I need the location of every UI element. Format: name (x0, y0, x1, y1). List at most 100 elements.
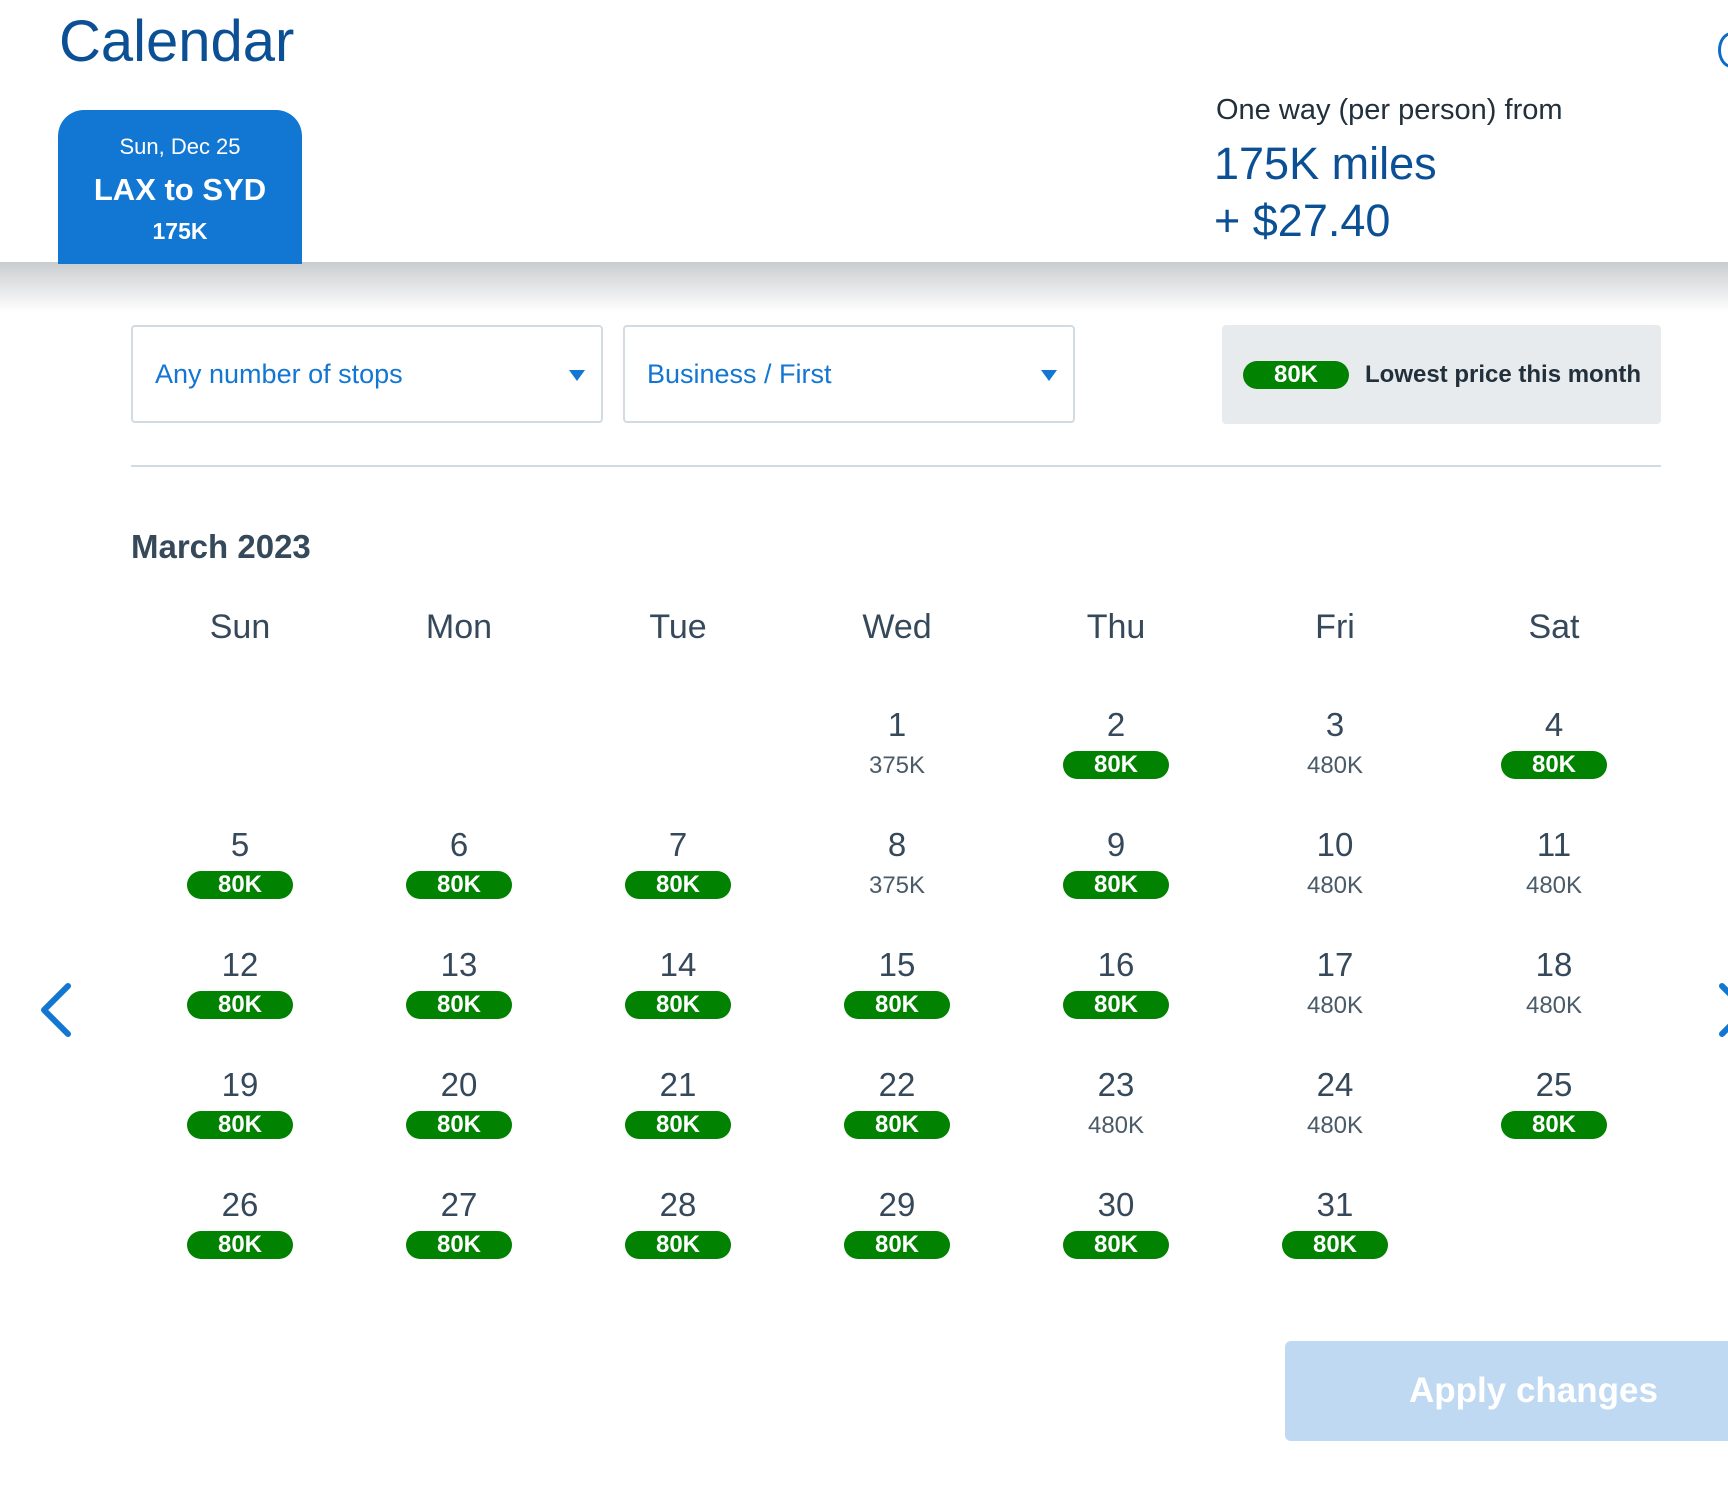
day-price-wrap: 80K (578, 1105, 778, 1139)
day-price-wrap: 80K (1454, 1105, 1654, 1139)
calendar-day[interactable]: 19 80K (140, 1065, 340, 1139)
day-price-wrap: 80K (1016, 1225, 1216, 1259)
day-number: 7 (668, 826, 688, 863)
calendar-day[interactable]: 5 80K (140, 825, 340, 899)
calendar-day[interactable]: 31 80K (1235, 1185, 1435, 1259)
next-month-button[interactable] (1718, 982, 1728, 1043)
day-number: 8 (887, 826, 907, 863)
calendar-day[interactable]: 17 480K (1235, 945, 1435, 1021)
calendar-day[interactable]: 9 80K (1016, 825, 1216, 899)
weekday-thu: Thu (1086, 608, 1146, 646)
day-price-wrap: 80K (140, 1225, 340, 1259)
day-number: 1 (887, 706, 907, 743)
day-number: 14 (659, 946, 697, 983)
cabin-select[interactable]: Business / First (623, 325, 1075, 423)
close-icon[interactable] (1718, 32, 1728, 68)
weekday-mon: Mon (425, 608, 493, 646)
day-price: 480K (1087, 1112, 1145, 1139)
calendar-day[interactable]: 27 80K (359, 1185, 559, 1259)
lowest-price-badge: 80K (1063, 1231, 1169, 1259)
calendar-day[interactable]: 23 480K (1016, 1065, 1216, 1141)
lowest-price-badge: 80K (844, 1111, 950, 1139)
flight-route: LAX to SYD (93, 172, 267, 207)
calendar-day[interactable]: 4 80K (1454, 705, 1654, 779)
day-number: 3 (1325, 706, 1345, 743)
stops-select[interactable]: Any number of stops (131, 325, 603, 423)
day-price-wrap: 80K (797, 1225, 997, 1259)
day-price-wrap: 80K (797, 985, 997, 1019)
day-number: 13 (440, 946, 478, 983)
calendar-day[interactable]: 28 80K (578, 1185, 778, 1259)
day-number: 23 (1097, 1066, 1135, 1103)
calendar-day[interactable]: 13 80K (359, 945, 559, 1019)
fare-miles: 175K miles (1214, 138, 1437, 189)
day-price-wrap: 80K (359, 1105, 559, 1139)
lowest-price-badge: 80K (1063, 991, 1169, 1019)
day-number: 27 (440, 1186, 478, 1223)
day-price-wrap: 80K (1016, 865, 1216, 899)
day-number: 24 (1316, 1066, 1354, 1103)
lowest-price-badge: 80K (406, 991, 512, 1019)
day-number: 19 (221, 1066, 259, 1103)
day-number: 31 (1316, 1186, 1354, 1223)
calendar-day[interactable]: 21 80K (578, 1065, 778, 1139)
day-price-wrap: 80K (1016, 985, 1216, 1019)
day-number: 6 (449, 826, 469, 863)
chevron-right-icon (1719, 983, 1728, 1037)
day-number: 26 (221, 1186, 259, 1223)
calendar-day[interactable]: 24 480K (1235, 1065, 1435, 1141)
calendar-day[interactable]: 15 80K (797, 945, 997, 1019)
day-price-wrap: 375K (797, 871, 997, 901)
lowest-price-badge: 80K (187, 1231, 293, 1259)
day-price-wrap: 80K (1016, 745, 1216, 779)
calendar-day[interactable]: 29 80K (797, 1185, 997, 1259)
calendar-day[interactable]: 8 375K (797, 825, 997, 901)
lowest-price-badge: 80K (1501, 1111, 1607, 1139)
day-price-wrap: 80K (359, 1225, 559, 1259)
day-number: 29 (878, 1186, 916, 1223)
day-price-wrap: 80K (140, 865, 340, 899)
legend: 80K Lowest price this month (1222, 325, 1661, 424)
day-price-wrap: 480K (1235, 991, 1435, 1021)
calendar-day[interactable]: 25 80K (1454, 1065, 1654, 1139)
calendar-day[interactable]: 6 80K (359, 825, 559, 899)
apply-changes-button[interactable]: Apply changes (1285, 1341, 1728, 1441)
day-number: 12 (221, 946, 259, 983)
calendar-day[interactable]: 12 80K (140, 945, 340, 1019)
calendar-day[interactable]: 26 80K (140, 1185, 340, 1259)
calendar-day[interactable]: 22 80K (797, 1065, 997, 1139)
flight-tab[interactable]: Sun, Dec 25 LAX to SYD 175K (58, 110, 302, 264)
cabin-select-value: Business / First (647, 358, 832, 389)
day-price: 375K (868, 752, 926, 779)
day-price-wrap: 80K (797, 1105, 997, 1139)
calendar-day[interactable]: 14 80K (578, 945, 778, 1019)
day-price: 480K (1306, 752, 1364, 779)
calendar-day[interactable]: 20 80K (359, 1065, 559, 1139)
divider (131, 465, 1661, 467)
calendar-day[interactable]: 1 375K (797, 705, 997, 781)
weekday-wed: Wed (862, 608, 932, 646)
calendar-day[interactable]: 11 480K (1454, 825, 1654, 901)
weekday-fri: Fri (1315, 608, 1355, 646)
calendar-day[interactable]: 7 80K (578, 825, 778, 899)
day-number: 25 (1535, 1066, 1573, 1103)
calendar-day[interactable]: 10 480K (1235, 825, 1435, 901)
lowest-price-badge: 80K (1282, 1231, 1388, 1259)
day-price: 480K (1525, 992, 1583, 1019)
lowest-price-badge: 80K (406, 1231, 512, 1259)
day-number: 10 (1316, 826, 1354, 863)
day-number: 9 (1106, 826, 1126, 863)
calendar-day[interactable]: 3 480K (1235, 705, 1435, 781)
calendar-day[interactable]: 30 80K (1016, 1185, 1216, 1259)
day-price-wrap: 80K (1235, 1225, 1435, 1259)
lowest-price-badge: 80K (625, 1111, 731, 1139)
calendar-day[interactable]: 18 480K (1454, 945, 1654, 1021)
day-price-wrap: 480K (1235, 751, 1435, 781)
calendar-day[interactable]: 2 80K (1016, 705, 1216, 779)
chevron-left-icon (41, 983, 71, 1037)
lowest-price-badge: 80K (844, 991, 950, 1019)
lowest-price-badge: 80K (406, 1111, 512, 1139)
calendar-day[interactable]: 16 80K (1016, 945, 1216, 1019)
prev-month-button[interactable] (38, 982, 74, 1043)
day-price-wrap: 80K (359, 865, 559, 899)
